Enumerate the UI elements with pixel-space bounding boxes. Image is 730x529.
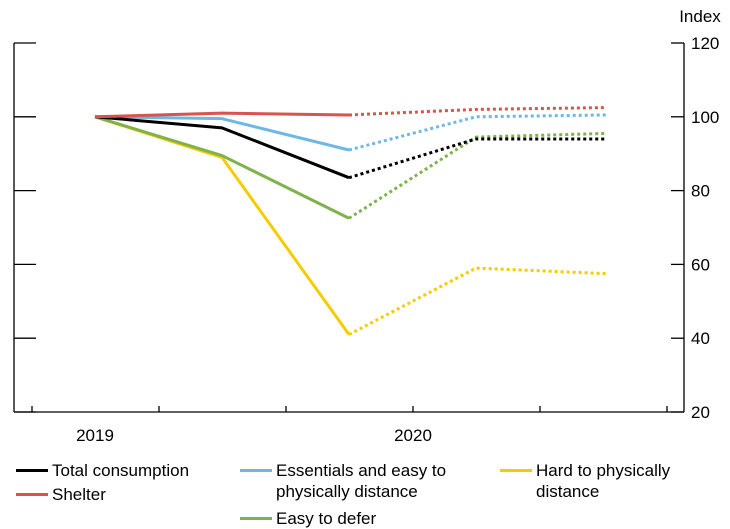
- series-line-dashed: [348, 113, 607, 152]
- series-line-solid: [94, 115, 350, 152]
- series-line-solid: [94, 111, 350, 119]
- axes: [13, 43, 685, 413]
- x-ticks: 2019 2020: [31, 406, 668, 445]
- series-line-solid: [94, 115, 351, 336]
- y-tick-label: 100: [691, 108, 719, 127]
- x-tick-label: 2020: [394, 426, 432, 445]
- series-line-solid: [94, 115, 350, 220]
- series-line-solid: [94, 115, 350, 180]
- y-tick-label: 20: [691, 403, 710, 422]
- y-tick-label: 60: [691, 255, 710, 274]
- series-line-dashed: [348, 137, 606, 180]
- series-line-dashed: [348, 106, 607, 117]
- y-tick-label: 40: [691, 329, 710, 348]
- x-tick-label: 2019: [76, 426, 114, 445]
- y-tick-label: 120: [691, 34, 719, 53]
- series-line-dashed: [348, 266, 607, 336]
- series-line-dashed: [348, 131, 607, 220]
- y-axis-label: Index: [679, 7, 721, 26]
- y-tick-label: 80: [691, 182, 710, 201]
- series-lines: [94, 106, 607, 336]
- y-ticks: 20 40 60 80 100 120: [14, 34, 719, 422]
